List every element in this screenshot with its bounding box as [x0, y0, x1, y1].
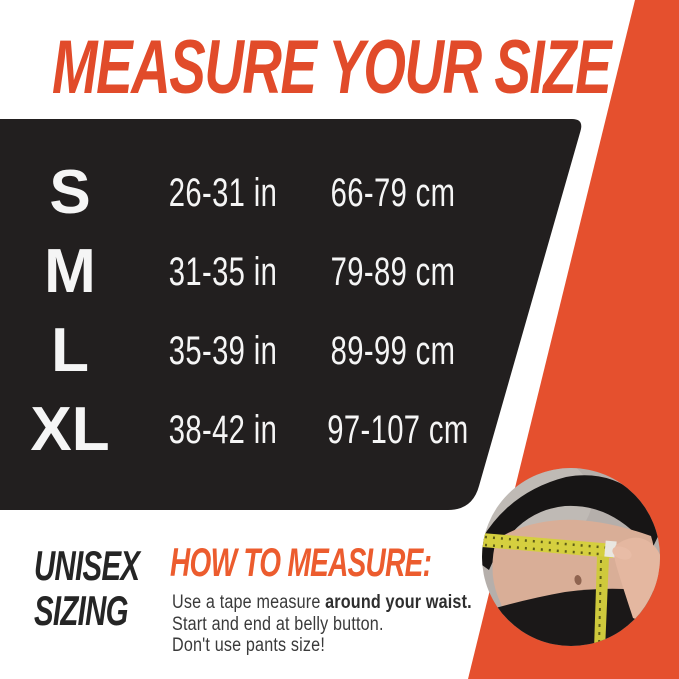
measure-instructions: Use a tape measure around your waist. St…: [172, 592, 472, 657]
instruction-line-1-bold: around your waist.: [325, 592, 472, 613]
page-title: MEASURE YOUR SIZE: [52, 25, 612, 110]
size-row-m: M 31-35 in 79-89 cm: [0, 237, 500, 307]
waist-cm-value: 66-79 cm: [330, 171, 456, 215]
tape-tick-marks: [484, 543, 612, 557]
size-row-s: S 26-31 in 66-79 cm: [0, 158, 500, 228]
instruction-line-3: Don't use pants size!: [172, 635, 325, 656]
size-label: M: [44, 237, 96, 306]
waist-cm-value: 79-89 cm: [330, 250, 456, 294]
size-row-xl: XL 38-42 in 97-107 cm: [0, 395, 500, 465]
instruction-line-1: Use a tape measure around your waist.: [172, 592, 472, 614]
size-label: L: [51, 316, 89, 385]
photo-navel: [574, 575, 582, 585]
instruction-line-2: Start and end at belly button.: [172, 613, 384, 635]
how-to-measure-heading: HOW TO MEASURE:: [170, 541, 432, 585]
unisex-sizing-line2: SIZING: [34, 587, 129, 634]
tape-tick-marks: [484, 535, 612, 550]
photo-black-top: [482, 475, 660, 570]
size-label: XL: [30, 395, 110, 464]
photo-finger: [612, 546, 632, 560]
waist-inches-value: 35-39 in: [168, 329, 278, 373]
size-table-panel: [0, 119, 582, 510]
tape-dangling-end: [594, 556, 609, 646]
how-to-measure-section: HOW TO MEASURE: Use a tape measure aroun…: [170, 543, 480, 657]
unisex-sizing-label: UNISEX SIZING: [34, 542, 140, 634]
waist-inches-value: 31-35 in: [168, 250, 278, 294]
size-row-l: L 35-39 in 89-99 cm: [0, 316, 500, 386]
size-label: S: [49, 158, 91, 227]
tape-tick-marks: [598, 559, 602, 646]
instruction-line-1-normal: Use a tape measure: [172, 592, 326, 613]
waist-inches-value: 38-42 in: [168, 408, 278, 452]
waist-inches-value: 26-31 in: [168, 171, 278, 215]
waist-cm-value: 97-107 cm: [327, 408, 469, 452]
waist-cm-value: 89-99 cm: [330, 329, 456, 373]
unisex-sizing-line1: UNISEX: [34, 542, 140, 589]
